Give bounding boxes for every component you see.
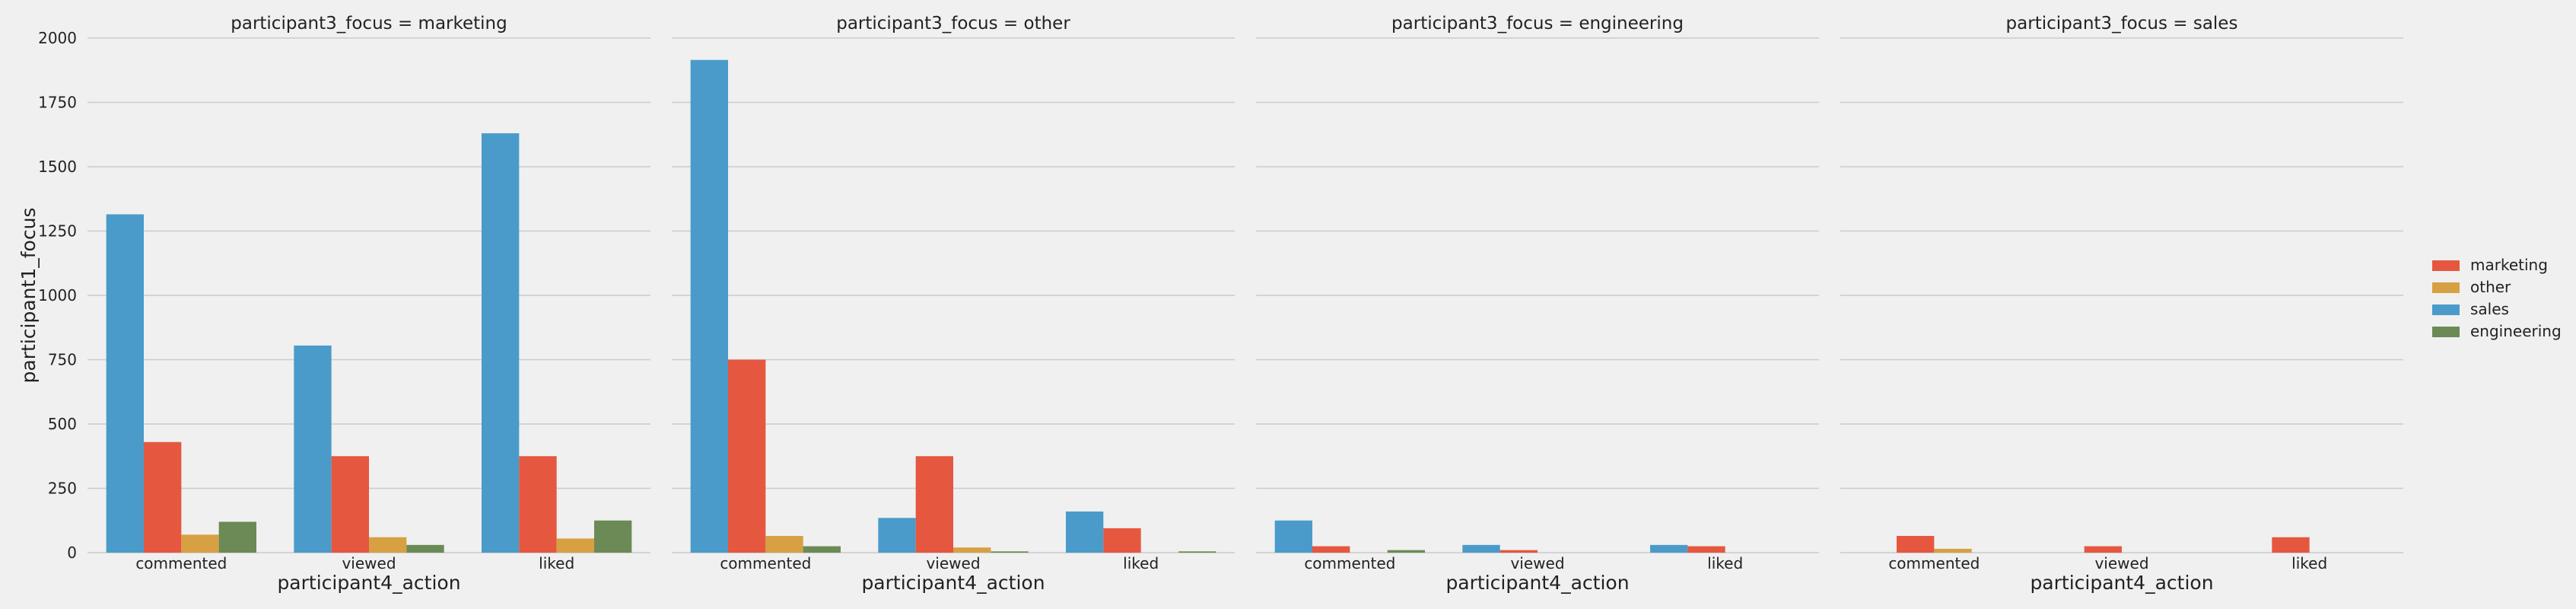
bar (482, 133, 520, 553)
bar (144, 442, 182, 553)
bar (2084, 546, 2122, 553)
x-axis-label: participant4_action (1445, 572, 1629, 594)
legend-swatch (2432, 260, 2460, 271)
x-tick-label: liked (1123, 554, 1159, 572)
bar (803, 546, 841, 553)
bar (1650, 544, 1688, 553)
y-tick-label: 1250 (38, 222, 77, 241)
bar (369, 537, 407, 553)
bar (1066, 511, 1104, 553)
bar (519, 456, 557, 553)
x-axis-label: participant4_action (2030, 572, 2213, 594)
legend-label: marketing (2470, 256, 2548, 274)
legend-swatch (2432, 304, 2460, 315)
x-tick-label: liked (1707, 554, 1743, 572)
y-tick-label: 2000 (38, 29, 77, 47)
bar (406, 544, 444, 553)
bar (106, 214, 144, 553)
y-tick-label: 750 (48, 351, 77, 369)
y-tick-label: 250 (48, 480, 77, 498)
y-tick-label: 500 (48, 415, 77, 433)
legend-swatch (2432, 327, 2460, 337)
bar (1387, 550, 1425, 553)
bar (1103, 528, 1141, 553)
y-tick-label: 1000 (38, 286, 77, 304)
legend-label: sales (2470, 300, 2509, 318)
bar (218, 521, 256, 553)
bar (1687, 546, 1725, 553)
bar (690, 59, 728, 553)
bar (181, 534, 219, 553)
facet-title: participant3_focus = other (836, 14, 1070, 33)
x-tick-label: viewed (926, 554, 980, 572)
facet-title: participant3_focus = sales (2006, 14, 2238, 33)
bar (1462, 544, 1500, 553)
bar (1934, 548, 1972, 553)
bar (2272, 537, 2310, 553)
x-tick-label: viewed (1510, 554, 1564, 572)
bar (765, 536, 803, 553)
x-tick-label: liked (2291, 554, 2327, 572)
bar (915, 456, 953, 553)
x-tick-label: viewed (342, 554, 396, 572)
x-tick-label: commented (1888, 554, 1980, 572)
x-axis-label: participant4_action (861, 572, 1045, 594)
facet-title: participant3_focus = marketing (231, 14, 507, 33)
legend-swatch (2432, 282, 2460, 293)
x-tick-label: commented (720, 554, 811, 572)
bar (594, 520, 632, 553)
bar (728, 359, 766, 553)
bar (1274, 520, 1312, 553)
legend-label: other (2470, 278, 2511, 296)
bar (294, 345, 332, 553)
x-axis-label: participant4_action (277, 572, 460, 594)
y-tick-label: 1500 (38, 158, 77, 176)
bar (1499, 550, 1538, 553)
facet-title: participant3_focus = engineering (1391, 14, 1684, 33)
bar (878, 518, 916, 553)
legend-label: engineering (2470, 322, 2562, 340)
x-tick-label: commented (135, 554, 227, 572)
y-axis-label: participant1_focus (17, 208, 40, 384)
bar (556, 538, 594, 553)
x-tick-label: viewed (2094, 554, 2148, 572)
bar (1178, 551, 1216, 553)
bar (1312, 546, 1350, 553)
bar (1897, 536, 1935, 553)
bar (991, 551, 1029, 553)
bar (953, 547, 991, 553)
x-tick-label: commented (1304, 554, 1395, 572)
x-tick-label: liked (539, 554, 574, 572)
y-tick-label: 0 (67, 544, 77, 562)
bar (331, 456, 369, 553)
y-tick-label: 1750 (38, 94, 77, 112)
